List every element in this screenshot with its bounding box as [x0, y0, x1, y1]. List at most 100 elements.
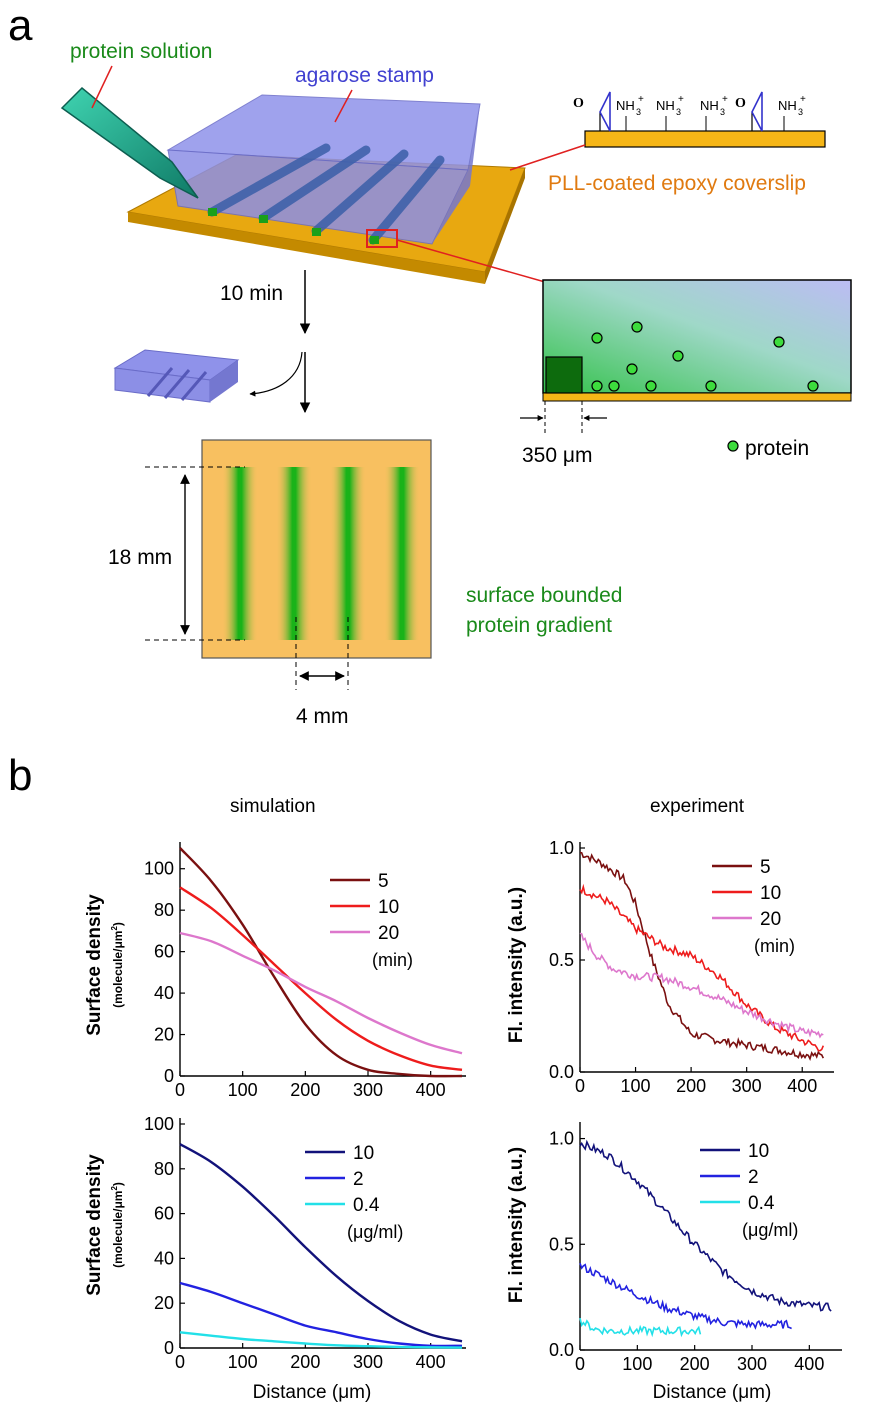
series-line-0.4 — [179, 1331, 463, 1349]
legend-unit: (μg/ml) — [742, 1220, 798, 1240]
exp-xlabel: Distance (μm) — [653, 1382, 772, 1403]
exp-ylabel-bottom: Fl. intensity (a.u.) — [506, 1147, 527, 1303]
x-tick-label: 200 — [290, 1352, 320, 1372]
nh3-group-1: NH 3 + — [616, 94, 644, 117]
x-tick-label: 400 — [416, 1080, 446, 1100]
series-line-2 — [579, 1262, 792, 1330]
series-line-10 — [179, 1143, 463, 1343]
svg-text:NH: NH — [700, 98, 719, 113]
stamp-removal-arrow — [249, 351, 303, 397]
svg-text:3: 3 — [720, 107, 725, 117]
x-tick-label: 0 — [175, 1080, 185, 1100]
sim-ylabel-bottom: Surface density — [84, 1154, 105, 1296]
legend-label-20: 20 — [760, 909, 781, 930]
series-line-20 — [579, 932, 824, 1039]
x-tick-label: 200 — [676, 1076, 706, 1096]
y-tick-label: 40 — [154, 1248, 174, 1268]
svg-text:+: + — [800, 94, 806, 105]
y-tick-label: 100 — [144, 859, 174, 879]
legend-unit: (μg/ml) — [347, 1222, 403, 1242]
protein-solution-label: protein solution — [70, 40, 212, 63]
y-tick-label: 1.0 — [549, 838, 574, 858]
x-tick-label: 300 — [353, 1080, 383, 1100]
series-line-0.4 — [579, 1317, 702, 1338]
pll-chemistry-schematic: O O NH 3 + NH 3 + NH 3 + NH 3 + — [573, 91, 826, 148]
y-tick-label: 20 — [154, 1025, 174, 1045]
series-line-20 — [179, 931, 463, 1055]
spacing-label: 4 mm — [296, 705, 349, 728]
legend-label-10: 10 — [353, 1143, 374, 1164]
y-tick-label: 80 — [154, 1159, 174, 1179]
scale-350-label: 350 μm — [522, 444, 592, 467]
protein-molecules — [591, 321, 819, 392]
y-tick-label: 80 — [154, 900, 174, 920]
x-tick-label: 100 — [622, 1354, 652, 1374]
y-tick-label: 0 — [164, 1066, 174, 1086]
y-tick-label: 0.5 — [549, 1234, 574, 1254]
x-tick-label: 400 — [787, 1076, 817, 1096]
series-line-10 — [579, 883, 825, 1052]
x-tick-label: 100 — [621, 1076, 651, 1096]
y-tick-label: 0.0 — [549, 1062, 574, 1082]
gradient-stripe-4 — [384, 467, 420, 640]
x-tick-label: 300 — [737, 1354, 767, 1374]
agarose-stamp-label: agarose stamp — [295, 64, 434, 87]
legend-label-0.4: 0.4 — [353, 1195, 380, 1216]
gradient-stripe-1 — [222, 467, 258, 640]
x-tick-label: 0 — [575, 1354, 585, 1374]
zoom-callout-line — [396, 239, 546, 283]
svg-text:3: 3 — [798, 107, 803, 117]
experiment-title: experiment — [650, 796, 745, 817]
sim-yunit-top: (molecule/μm2) — [110, 922, 125, 1008]
agarose-stamp — [166, 94, 481, 248]
stamp-channels — [207, 143, 445, 245]
x-tick-label: 200 — [680, 1354, 710, 1374]
channel-protein-inlets — [208, 208, 379, 244]
legend-label-2: 2 — [748, 1167, 759, 1188]
x-tick-label: 100 — [228, 1080, 258, 1100]
y-tick-label: 0 — [164, 1338, 174, 1358]
x-tick-label: 0 — [175, 1352, 185, 1372]
chem-o-2: O — [735, 96, 746, 111]
x-tick-label: 300 — [353, 1352, 383, 1372]
y-tick-label: 20 — [154, 1293, 174, 1313]
y-tick-label: 0.5 — [549, 950, 574, 970]
panel-b-letter: b — [8, 751, 32, 800]
series-line-5 — [579, 851, 825, 1061]
coverslip-callout-line — [509, 144, 586, 171]
svg-text:+: + — [678, 94, 684, 105]
series-line-10 — [579, 1139, 832, 1312]
x-tick-label: 400 — [416, 1352, 446, 1372]
protein-legend-label: protein — [745, 437, 809, 460]
sim-ylabel-top: Surface density — [84, 894, 105, 1036]
svg-text:NH: NH — [616, 98, 635, 113]
x-tick-label: 300 — [732, 1076, 762, 1096]
svg-text:+: + — [638, 94, 644, 105]
y-tick-label: 60 — [154, 942, 174, 962]
legend-label-10: 10 — [748, 1141, 769, 1162]
protein-legend-marker — [727, 440, 739, 452]
zoom-box-marker — [366, 229, 398, 248]
x-tick-label: 100 — [228, 1352, 258, 1372]
legend-label-10: 10 — [760, 883, 781, 904]
y-tick-label: 1.0 — [549, 1129, 574, 1149]
legend-label-5: 5 — [378, 871, 389, 892]
simulation-title: simulation — [230, 796, 316, 817]
coverslip-label: PLL-coated epoxy coverslip — [548, 172, 806, 195]
y-tick-label: 100 — [144, 1114, 174, 1134]
pipette — [60, 86, 199, 199]
gradient-stripe-3 — [330, 467, 366, 640]
chem-o-1: O — [573, 96, 584, 111]
gradient-stripe-2 — [276, 467, 312, 640]
legend-label-2: 2 — [353, 1169, 364, 1190]
y-tick-label: 40 — [154, 983, 174, 1003]
y-tick-label: 60 — [154, 1204, 174, 1224]
legend-label-0.4: 0.4 — [748, 1193, 775, 1214]
x-tick-label: 200 — [290, 1080, 320, 1100]
x-tick-label: 0 — [575, 1076, 585, 1096]
svg-text:3: 3 — [676, 107, 681, 117]
svg-text:NH: NH — [778, 98, 797, 113]
